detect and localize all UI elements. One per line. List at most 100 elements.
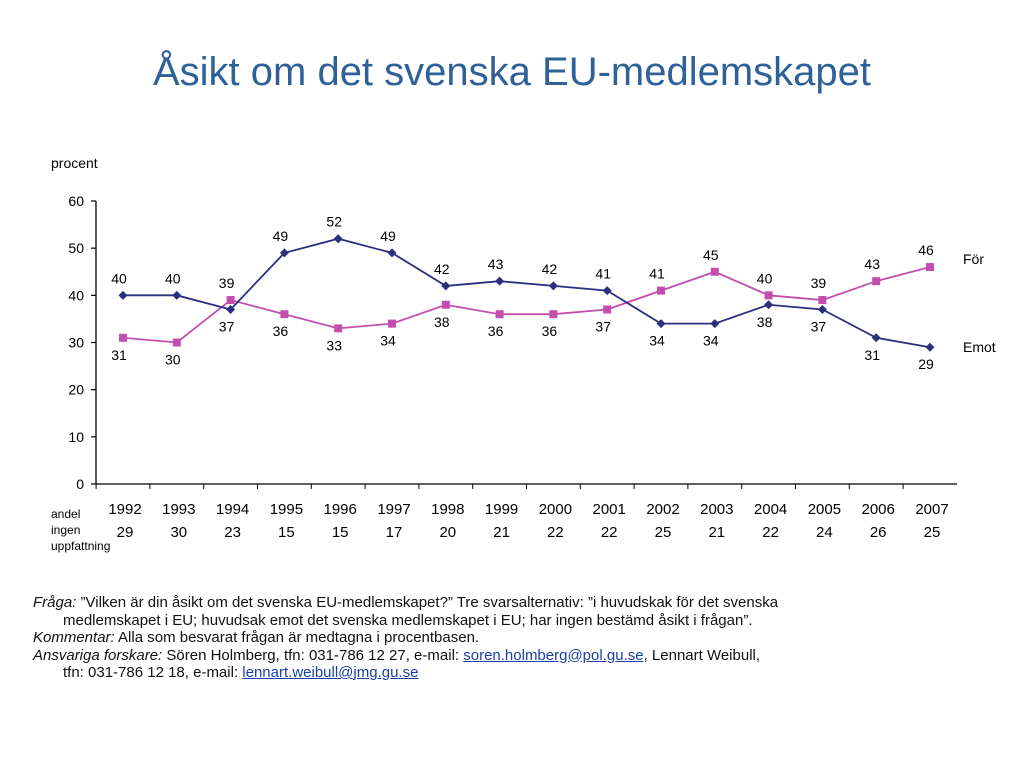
data-label: 31: [864, 347, 880, 363]
chart-notes: Fråga: ”Vilken är din åsikt om det svens…: [33, 594, 993, 682]
x-tick-label: 2007: [915, 501, 948, 518]
data-label: 30: [165, 352, 181, 368]
data-label: 38: [434, 314, 450, 330]
data-label: 36: [488, 323, 504, 339]
chart-data-labels: 31 40 30 40 39 37 36 49 33 52 34 49 38 42 36 43 36 42 37 41…: [111, 214, 996, 372]
researchers-text: Sören Holmberg, tfn: 031-786 12 27, e-ma…: [162, 646, 464, 664]
data-label: 37: [811, 318, 827, 334]
question-line: Fråga: ”Vilken är din åsikt om det svens…: [33, 594, 993, 612]
email-link-weibull[interactable]: lennart.weibull@jmg.gu.se: [242, 664, 419, 681]
data-point: [495, 276, 505, 286]
data-label: 42: [542, 261, 558, 277]
data-point: [817, 304, 827, 314]
data-point: [172, 290, 182, 300]
x-tick-label: 1994: [216, 501, 249, 518]
data-point: [172, 338, 181, 347]
data-point: [872, 277, 881, 286]
x-tick-label: 1998: [431, 501, 464, 518]
data-label: 42: [434, 261, 450, 277]
data-point: [657, 286, 665, 295]
data-label: 34: [703, 333, 719, 349]
no-opinion-value: 23: [224, 524, 241, 541]
no-opinion-row-label: ingen: [51, 523, 80, 537]
no-opinion-value: 20: [439, 524, 456, 541]
data-point: [926, 263, 934, 272]
y-tick-label: 50: [68, 240, 84, 256]
data-label: 38: [757, 314, 773, 330]
researchers-text-3: tfn: 031-786 12 18, e-mail:: [63, 664, 243, 681]
data-point: [710, 319, 720, 329]
no-opinion-value: 30: [170, 524, 187, 541]
no-opinion-value: 24: [816, 524, 833, 541]
question-text-2: medlemskapet i EU; huvudsak emot det sve…: [63, 611, 753, 629]
researchers-line: Ansvariga forskare: Sören Holmberg, tfn:…: [33, 647, 993, 665]
data-point: [441, 300, 450, 309]
data-point: [441, 281, 451, 291]
y-tick-label: 40: [68, 287, 84, 303]
data-label: 46: [918, 242, 934, 258]
no-opinion-value: 15: [332, 524, 349, 541]
data-point: [495, 310, 504, 319]
comment-label: Kommentar:: [33, 629, 115, 646]
data-label: 39: [219, 275, 235, 291]
researchers-line-2: tfn: 031-786 12 18, e-mail: lennart.weib…: [33, 664, 993, 682]
data-label: 41: [595, 266, 611, 282]
no-opinion-value: 22: [762, 524, 779, 541]
data-point: [603, 305, 612, 314]
question-line-2: medlemskapet i EU; huvudsak emot det sve…: [33, 612, 993, 630]
researchers-label: Ansvariga forskare:: [33, 646, 163, 664]
data-point: [226, 296, 235, 305]
data-label: 29: [918, 356, 934, 372]
series-line: [123, 237, 931, 349]
x-tick-label: 2000: [539, 501, 572, 518]
data-label: 31: [111, 347, 127, 363]
x-tick-label: 1995: [270, 501, 303, 518]
data-label: 37: [595, 318, 611, 334]
chart-x-labels: 1992 29 1993 30 1994 23 1995 15 1996 15 1997 17 1998…: [51, 501, 949, 553]
x-tick-label: 2005: [808, 501, 841, 518]
data-label: 36: [542, 323, 558, 339]
no-opinion-row-label: uppfattning: [51, 539, 110, 553]
data-point: [118, 290, 128, 300]
comment-text: Alla som besvarat frågan är medtagna i p…: [114, 629, 480, 646]
data-point: [602, 286, 612, 296]
data-label: 43: [488, 256, 504, 272]
no-opinion-value: 15: [278, 524, 295, 541]
data-label: 52: [326, 214, 342, 230]
series-line: [122, 266, 931, 344]
y-tick-label: 0: [76, 476, 84, 492]
x-tick-label: 1992: [108, 501, 141, 518]
no-opinion-row-label: andel: [51, 507, 80, 521]
no-opinion-value: 29: [117, 524, 134, 541]
no-opinion-value: 26: [870, 524, 887, 541]
data-point: [280, 310, 289, 319]
x-tick-label: 2002: [646, 501, 679, 518]
y-tick-label: 10: [68, 429, 84, 445]
data-point: [334, 324, 343, 333]
data-label: 37: [219, 318, 235, 334]
no-opinion-value: 21: [493, 524, 510, 541]
email-link-holmberg[interactable]: soren.holmberg@pol.gu.se: [463, 646, 644, 664]
legend-label: Emot: [963, 339, 996, 355]
data-label: 34: [649, 333, 665, 349]
data-point: [387, 248, 397, 258]
no-opinion-value: 22: [601, 524, 618, 541]
data-label: 34: [380, 333, 396, 349]
data-point: [388, 319, 396, 328]
x-tick-label: 2003: [700, 501, 733, 518]
x-tick-label: 2006: [862, 501, 895, 518]
data-point: [764, 300, 774, 310]
data-point: [226, 304, 236, 314]
data-point: [549, 310, 558, 319]
no-opinion-value: 21: [708, 524, 725, 541]
no-opinion-value: 22: [547, 524, 564, 541]
data-point: [119, 333, 127, 342]
y-tick-label: 30: [68, 335, 84, 351]
question-label: Fråga:: [33, 594, 77, 611]
x-tick-label: 2004: [754, 501, 787, 518]
data-point: [871, 333, 881, 343]
data-label: 41: [649, 266, 665, 282]
data-point: [548, 281, 558, 291]
data-label: 33: [326, 337, 342, 353]
